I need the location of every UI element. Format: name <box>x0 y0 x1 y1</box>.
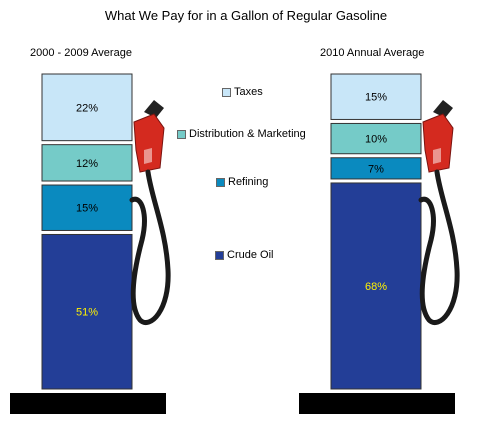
legend-item-refining: Refining <box>216 176 268 188</box>
legend-swatch-refining <box>216 177 225 187</box>
gas-nozzle-highlight-2 <box>433 148 441 164</box>
data-label-refining-1: 15% <box>76 203 98 215</box>
legend-label-crude-oil: Crude Oil <box>227 249 274 261</box>
gas-nozzle-icon <box>422 113 454 173</box>
bar-distribution-marketing-1 <box>41 144 133 182</box>
bar-crude-oil-2 <box>330 182 422 390</box>
bar-taxes-1 <box>41 73 133 142</box>
data-label-taxes-2: 15% <box>365 92 387 104</box>
pump-base-1 <box>10 393 166 414</box>
legend-item-distribution-marketing: Distribution & Marketing <box>177 128 306 140</box>
pump-label-2000-2009: 2000 - 2009 Average <box>30 47 132 59</box>
fuel-hose-icon <box>418 169 460 325</box>
data-label-taxes-1: 22% <box>76 102 98 114</box>
legend-label-taxes: Taxes <box>234 86 263 98</box>
data-label-crude-oil-2: 68% <box>365 281 387 293</box>
fuel-hose-icon <box>129 169 171 325</box>
legend-swatch-crude-oil <box>215 250 224 260</box>
bar-crude-oil-1 <box>41 233 133 390</box>
data-label-crude-oil-1: 51% <box>76 307 98 319</box>
data-label-distribution-marketing-1: 12% <box>76 158 98 170</box>
pump-base-2 <box>299 393 455 414</box>
gas-nozzle-icon <box>133 113 165 173</box>
legend-label-refining: Refining <box>228 176 269 188</box>
legend-label-distribution-marketing: Distribution & Marketing <box>189 128 306 140</box>
chart-title: What We Pay for in a Gallon of Regular G… <box>104 8 388 23</box>
pump-label-2010: 2010 Annual Average <box>320 47 425 59</box>
gas-nozzle-spout-1 <box>144 100 164 118</box>
bar-distribution-marketing-2 <box>330 122 422 155</box>
gas-nozzle-spout-2 <box>433 100 453 118</box>
gas-nozzle-highlight-1 <box>144 148 152 164</box>
data-label-refining-2: 7% <box>368 163 384 175</box>
legend-item-crude-oil: Crude Oil <box>215 249 273 261</box>
legend-swatch-taxes <box>222 87 231 97</box>
legend-item-taxes: Taxes <box>222 86 263 98</box>
bar-refining-2 <box>330 157 422 180</box>
bar-refining-1 <box>41 184 133 231</box>
legend-swatch-distribution-marketing <box>177 129 186 139</box>
bar-taxes-2 <box>330 73 422 120</box>
data-label-distribution-marketing-2: 10% <box>365 134 387 146</box>
